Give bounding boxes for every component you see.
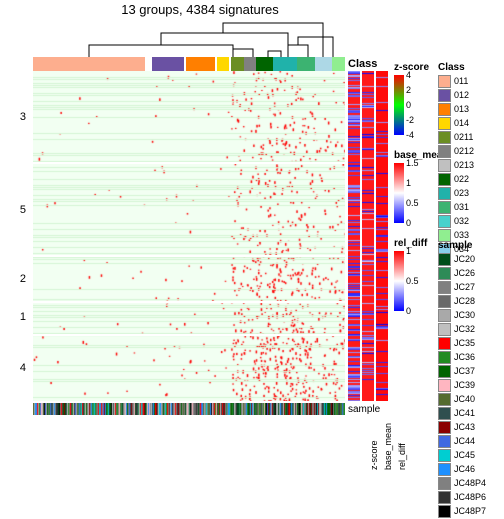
class-segment (244, 57, 256, 71)
heatmap-body (33, 71, 345, 401)
class-color-strip (33, 57, 345, 71)
row-cluster-label: 5 (6, 204, 26, 216)
side-label: rel_diff (397, 443, 407, 470)
swatch-legend: Class01101201301402110212021302202303103… (438, 62, 474, 257)
row-divider (33, 162, 345, 164)
row-divider (33, 334, 345, 336)
class-segment (332, 57, 344, 71)
row-divider (33, 301, 345, 303)
class-segment (256, 57, 273, 71)
row-cluster-labels: 3 5 2 1 4 (6, 71, 26, 401)
class-segment (231, 57, 243, 71)
class-segment (152, 57, 185, 71)
gradient-legend: z-score420-2-4 (394, 62, 429, 135)
class-segment (315, 57, 332, 71)
column-dendrogram (33, 15, 345, 57)
row-cluster-label: 4 (6, 362, 26, 374)
side-annotation-rel_diff (376, 71, 388, 401)
swatch-legend: sampleJC20JC26JC27JC28JC30JC32JC35JC36JC… (438, 240, 486, 519)
class-segment (297, 57, 316, 71)
class-strip-label: Class (348, 58, 377, 70)
side-annotation-base_mean (362, 71, 374, 401)
class-segment (33, 57, 145, 71)
row-cluster-label: 3 (6, 111, 26, 123)
class-segment (186, 57, 216, 71)
sample-strip-label: sample (348, 404, 380, 415)
row-cluster-label: 2 (6, 273, 26, 285)
row-cluster-label: 1 (6, 311, 26, 323)
side-label: z-score (369, 440, 379, 470)
row-divider (33, 255, 345, 257)
sample-color-strip (33, 403, 345, 415)
class-segment (217, 57, 229, 71)
gradient-legend: rel_diff10.50 (394, 238, 427, 311)
class-segment (273, 57, 296, 71)
side-annotation-z-score (348, 71, 360, 401)
side-label: base_mean (383, 423, 393, 470)
